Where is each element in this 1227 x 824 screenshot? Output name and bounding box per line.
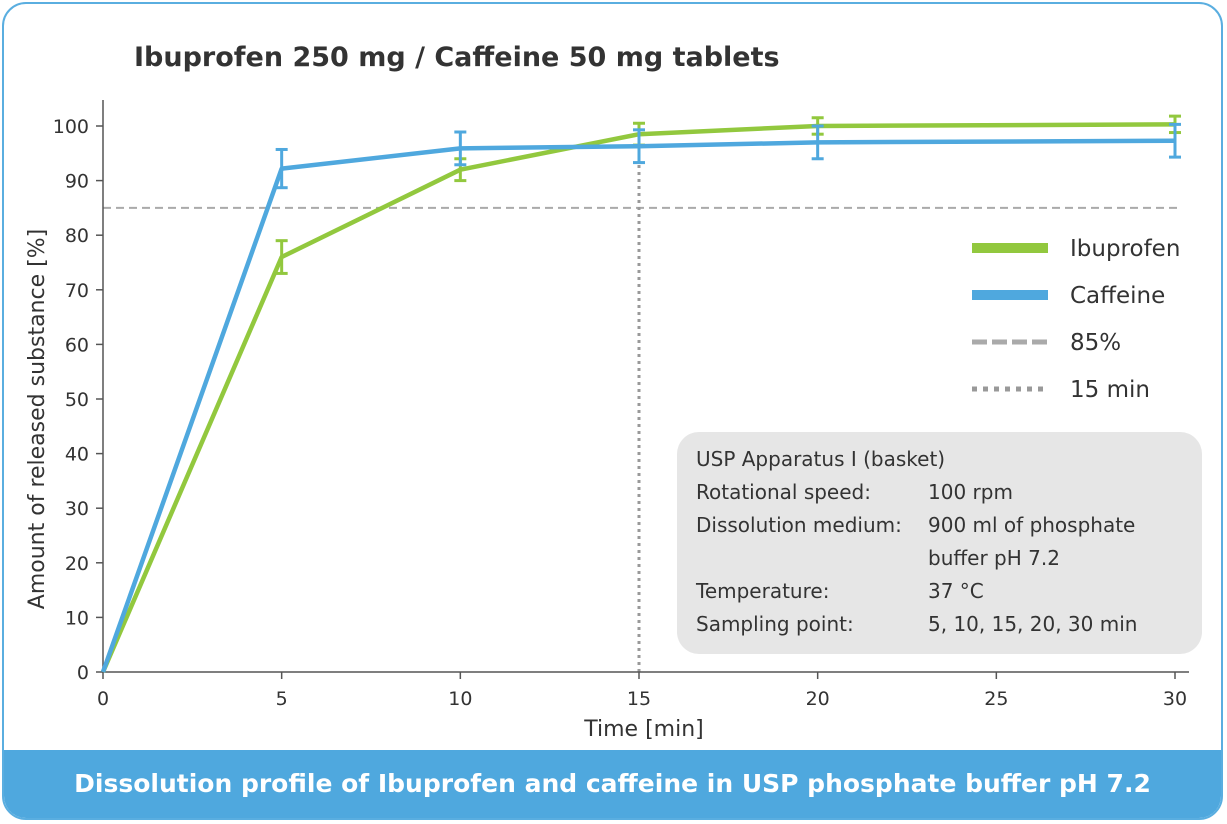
legend-item-caffeine-label: Caffeine bbox=[1070, 283, 1165, 309]
y-tick-label: 100 bbox=[53, 116, 89, 138]
footer-caption: Dissolution profile of Ibuprofen and caf… bbox=[4, 750, 1221, 818]
y-tick-label: 10 bbox=[65, 607, 89, 629]
info-box-row-label: Rotational speed: bbox=[696, 480, 871, 504]
series-layer bbox=[100, 114, 1181, 673]
legend-item-15min-label: 15 min bbox=[1070, 377, 1150, 403]
y-tick-label: 20 bbox=[65, 553, 89, 575]
x-tick-label: 15 bbox=[627, 688, 651, 710]
y-tick-label: 0 bbox=[77, 662, 89, 684]
axes: 0 10 20 30 40 50 60 70 80 90 100 0 5 10 15 20 25 30 bbox=[53, 100, 1189, 710]
x-tick-label: 20 bbox=[806, 688, 830, 710]
y-axis-label: Amount of released substance [%] bbox=[25, 229, 50, 609]
reference-lines bbox=[103, 144, 1181, 672]
y-tick-label: 60 bbox=[65, 334, 89, 356]
y-tick-label: 50 bbox=[65, 389, 89, 411]
series-line-ibuprofen bbox=[100, 122, 1176, 673]
legend-item-ibuprofen-label: Ibuprofen bbox=[1070, 236, 1180, 262]
x-tick-label: 0 bbox=[97, 688, 109, 710]
x-tick-label: 30 bbox=[1163, 688, 1187, 710]
chart-svg: Ibuprofen 250 mg / Caffeine 50 mg tablet… bbox=[25, 42, 1202, 742]
info-box-row-label: Temperature: bbox=[695, 579, 829, 603]
x-tick-label: 25 bbox=[984, 688, 1008, 710]
legend: Ibuprofen Caffeine 85% 15 min bbox=[972, 236, 1180, 403]
y-tick-label: 90 bbox=[65, 171, 89, 193]
info-box-row-label: Dissolution medium: bbox=[696, 513, 902, 537]
y-tick-label: 40 bbox=[65, 444, 89, 466]
legend-item-85-label: 85% bbox=[1070, 330, 1121, 356]
info-box-heading: USP Apparatus I (basket) bbox=[696, 447, 945, 471]
info-box-row-value: 900 ml of phosphate bbox=[928, 513, 1135, 537]
info-box-row-value: 100 rpm bbox=[928, 480, 1013, 504]
x-tick-label: 5 bbox=[276, 688, 288, 710]
info-box-background bbox=[677, 432, 1202, 654]
info-box-row-value: buffer pH 7.2 bbox=[928, 546, 1060, 570]
info-box-row-value: 5, 10, 15, 20, 30 min bbox=[928, 612, 1137, 636]
info-box-row-label: Sampling point: bbox=[696, 612, 854, 636]
y-tick-label: 80 bbox=[65, 225, 89, 247]
x-axis-label: Time [min] bbox=[583, 717, 704, 742]
info-box-row-value: 37 °C bbox=[928, 579, 984, 603]
info-box: USP Apparatus I (basket) Rotational speed… bbox=[677, 432, 1202, 654]
chart-title: Ibuprofen 250 mg / Caffeine 50 mg tablet… bbox=[134, 42, 780, 73]
series-line-caffeine bbox=[100, 138, 1176, 673]
y-tick-label: 70 bbox=[65, 280, 89, 302]
x-tick-label: 10 bbox=[448, 688, 472, 710]
y-tick-label: 30 bbox=[65, 498, 89, 520]
